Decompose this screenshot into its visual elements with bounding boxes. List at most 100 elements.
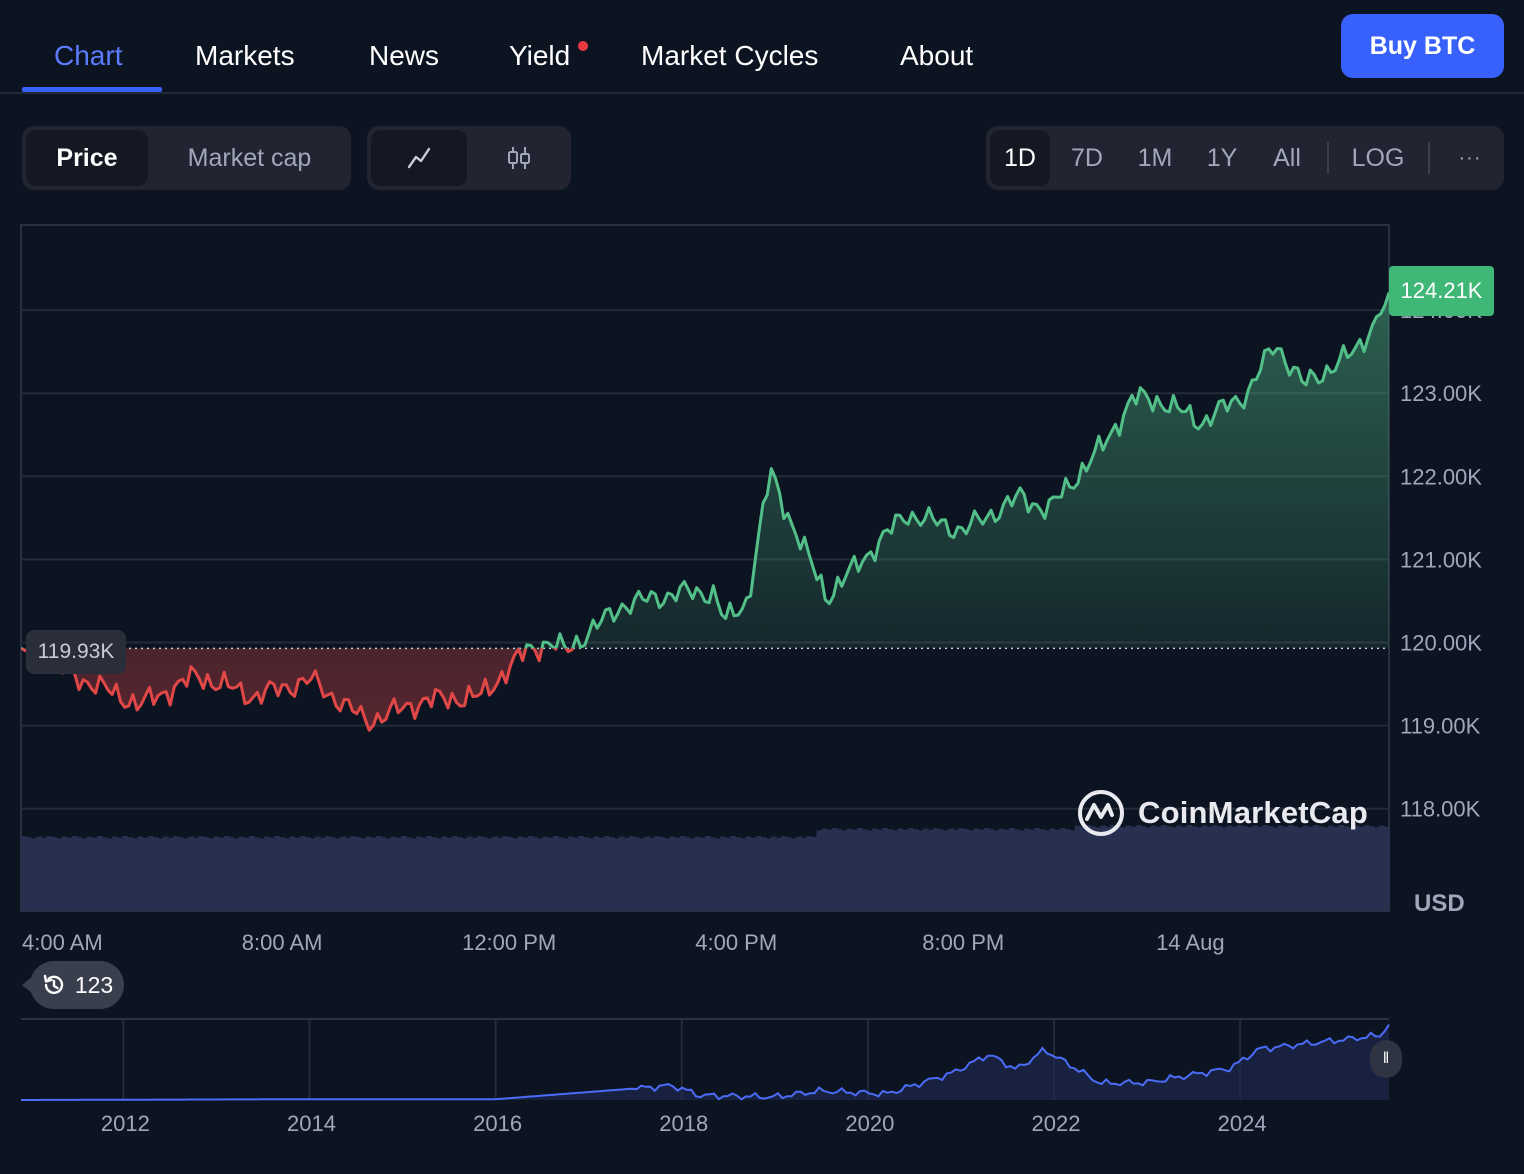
- volume-bar: [102, 837, 108, 911]
- navigator-handle-button[interactable]: ‖: [1370, 1040, 1402, 1078]
- range-1y-button[interactable]: 1Y: [1206, 143, 1238, 172]
- volume-bar: [892, 830, 899, 911]
- navigator-area: [21, 1024, 1389, 1100]
- volume-bar: [968, 830, 975, 911]
- volume-bar: [162, 836, 169, 911]
- volume-bar: [1135, 825, 1142, 911]
- volume-bar: [993, 830, 1000, 911]
- volume-bar: [1201, 825, 1208, 911]
- more-options-button[interactable]: ···: [1458, 146, 1482, 169]
- volume-bar: [1257, 826, 1263, 911]
- open-price-label: 119.93K: [26, 630, 126, 674]
- volume-bar: [117, 837, 123, 911]
- volume-bar: [274, 836, 280, 911]
- range-divider: [1327, 142, 1329, 174]
- range-7d-button[interactable]: 7D: [1071, 143, 1103, 172]
- volume-bar: [1039, 829, 1046, 911]
- volume-bar: [715, 838, 721, 911]
- volume-bar: [208, 838, 215, 911]
- volume-bar: [91, 837, 98, 911]
- volume-bar: [1181, 826, 1187, 911]
- volume-bar: [821, 828, 828, 911]
- volume-bar: [147, 836, 154, 911]
- volume-bar: [198, 836, 204, 911]
- volume-bar: [421, 837, 427, 911]
- y-tick-label: 123.00K: [1400, 381, 1482, 406]
- volume-bar: [1267, 826, 1274, 911]
- volume-bar: [21, 836, 27, 911]
- volume-bar: [1343, 826, 1350, 911]
- volume-bar: [1059, 828, 1066, 911]
- volume-bar: [527, 836, 534, 911]
- volume-bar: [775, 837, 782, 911]
- volume-bar: [1079, 826, 1086, 911]
- volume-bar: [639, 838, 645, 911]
- volume-bar: [623, 837, 630, 911]
- range-all-button[interactable]: All: [1273, 143, 1301, 172]
- coinmarketcap-watermark: CoinMarketCap: [1076, 788, 1368, 838]
- volume-bar: [1155, 826, 1162, 911]
- volume-bar: [269, 837, 275, 911]
- volume-bar: [482, 837, 488, 911]
- volume-bar: [471, 837, 478, 911]
- volume-bar: [340, 836, 346, 911]
- x-tick-label: 8:00 PM: [922, 930, 1004, 955]
- volume-bar: [730, 836, 736, 911]
- line-chart-button[interactable]: [371, 130, 467, 186]
- volume-bar: [1318, 826, 1324, 911]
- volume-bar: [1110, 825, 1116, 911]
- y-tick-label: 118.00K: [1400, 797, 1481, 822]
- market-cap-toggle-button[interactable]: Market cap: [187, 143, 312, 172]
- price-area-above-open: [21, 292, 1389, 649]
- tab-about[interactable]: About: [900, 40, 974, 71]
- volume-bar: [142, 837, 149, 911]
- volume-bar: [694, 836, 701, 911]
- volume-bar: [958, 828, 964, 911]
- volume-bar: [502, 836, 508, 911]
- range-1d-button[interactable]: 1D: [990, 130, 1050, 186]
- volume-bar: [466, 836, 473, 911]
- tab-news[interactable]: News: [369, 40, 440, 71]
- volume-bar: [223, 836, 230, 911]
- volume-bar: [1323, 827, 1329, 911]
- range-navigator[interactable]: 2012 2014 2016 2018 2020 2022 2024: [0, 1010, 1524, 1160]
- volume-bar: [573, 837, 579, 911]
- volume-bar: [289, 836, 296, 911]
- log-scale-button[interactable]: LOG: [1351, 143, 1405, 172]
- volume-bar: [1191, 826, 1198, 911]
- volume-bar: [238, 836, 245, 911]
- volume-bar: [401, 836, 407, 911]
- volume-bar: [867, 830, 873, 911]
- volume-bar: [720, 836, 726, 911]
- volume-bar: [943, 830, 949, 911]
- volume-bar: [816, 830, 823, 911]
- price-toggle-button[interactable]: Price: [26, 130, 148, 186]
- volume-bar: [243, 837, 250, 911]
- tab-yield[interactable]: Yield: [509, 40, 571, 71]
- candlestick-chart-button[interactable]: [471, 130, 567, 186]
- history-count: 123: [74, 971, 114, 998]
- tab-markets[interactable]: Markets: [195, 40, 295, 71]
- navigator-x-tick-label: 2022: [1032, 1111, 1081, 1136]
- volume-bar: [745, 836, 752, 911]
- volume-bar: [857, 828, 863, 911]
- volume-bar: [1120, 827, 1127, 911]
- range-1m-button[interactable]: 1M: [1137, 143, 1173, 172]
- tab-market-cycles[interactable]: Market Cycles: [641, 40, 819, 71]
- price-chart[interactable]: 124.00K123.00K122.00K121.00K120.00K119.0…: [0, 210, 1524, 955]
- volume-bar: [983, 828, 990, 911]
- volume-bar: [456, 837, 463, 911]
- history-button[interactable]: 123: [30, 961, 124, 1009]
- volume-bar: [846, 828, 853, 911]
- tab-chart[interactable]: Chart: [54, 40, 123, 71]
- volume-bar: [664, 838, 671, 911]
- volume-bar: [537, 838, 544, 911]
- volume-bar: [588, 838, 595, 911]
- volume-bar: [654, 836, 660, 911]
- history-pill-pointer: [22, 977, 32, 993]
- buy-btc-button[interactable]: Buy BTC: [1341, 14, 1504, 78]
- volume-bar: [279, 837, 286, 911]
- line-chart-icon: [407, 147, 431, 169]
- volume-bar: [1090, 826, 1096, 911]
- volume-bar: [1054, 829, 1061, 911]
